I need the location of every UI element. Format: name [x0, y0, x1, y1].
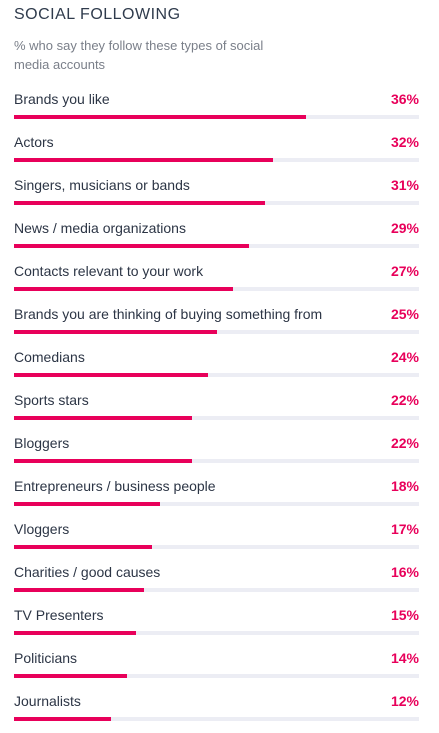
bar [14, 545, 152, 549]
bar-track [14, 545, 419, 549]
bar [14, 502, 160, 506]
bar-label: Brands you are thinking of buying someth… [14, 306, 323, 322]
bar-label: Bloggers [14, 435, 70, 451]
bar-label: Entrepreneurs / business people [14, 478, 216, 494]
bar [14, 115, 306, 119]
bar-row: Brands you are thinking of buying someth… [14, 306, 419, 346]
bar-label: Sports stars [14, 392, 89, 408]
bar-row: Bloggers 22% [14, 435, 419, 475]
bar-track [14, 158, 419, 162]
bar-row: Actors 32% [14, 134, 419, 174]
bar-value-label: 25% [390, 306, 419, 322]
bar-label: Actors [14, 134, 54, 150]
bar-label: Journalists [14, 693, 81, 709]
bar [14, 631, 136, 635]
bar-track [14, 201, 419, 205]
bar-value-label: 22% [390, 392, 419, 408]
bar-label: Contacts relevant to your work [14, 263, 204, 279]
bar-value-label: 18% [390, 478, 419, 494]
bar-row: Singers, musicians or bands 31% [14, 177, 419, 217]
bar [14, 287, 233, 291]
bar-value-label: 29% [390, 220, 419, 236]
bar-track [14, 502, 419, 506]
bar-value-label: 17% [390, 521, 419, 537]
bar-row: Journalists 12% [14, 693, 419, 733]
bar-track [14, 244, 419, 248]
bar-value-label: 14% [390, 650, 419, 666]
bar-row: TV Presenters 15% [14, 607, 419, 647]
bar-track [14, 588, 419, 592]
bar-row: Brands you like 36% [14, 91, 419, 131]
bar [14, 330, 217, 334]
bar-value-label: 12% [390, 693, 419, 709]
bar-value-label: 22% [390, 435, 419, 451]
bar-track [14, 115, 419, 119]
bar [14, 416, 193, 420]
bar [14, 373, 209, 377]
bar-row: News / media organizations 29% [14, 220, 419, 260]
bar-label: Politicians [14, 650, 78, 666]
bar [14, 674, 128, 678]
bar [14, 717, 112, 721]
bar-row: Sports stars 22% [14, 392, 419, 432]
bar-track [14, 631, 419, 635]
chart-subtitle: % who say they follow these types of soc… [14, 38, 264, 72]
bar-label: Brands you like [14, 91, 110, 107]
bar-label: Charities / good causes [14, 564, 161, 580]
bar-value-label: 16% [390, 564, 419, 580]
bar [14, 158, 274, 162]
bar-label: Comedians [14, 349, 85, 365]
bar-label: Singers, musicians or bands [14, 177, 190, 193]
bar-row: Charities / good causes 16% [14, 564, 419, 604]
bar-value-label: 36% [390, 91, 419, 107]
bar-track [14, 373, 419, 377]
bar-value-label: 31% [390, 177, 419, 193]
bar-row: Comedians 24% [14, 349, 419, 389]
bar-track [14, 416, 419, 420]
bar-row: Politicians 14% [14, 650, 419, 690]
bar-value-label: 27% [390, 263, 419, 279]
bar-value-label: 24% [390, 349, 419, 365]
bar-label: News / media organizations [14, 220, 186, 236]
bar-row: Contacts relevant to your work 27% [14, 263, 419, 303]
bar-track [14, 674, 419, 678]
bar-row: Entrepreneurs / business people 18% [14, 478, 419, 518]
bar-track [14, 287, 419, 291]
bar-value-label: 32% [390, 134, 419, 150]
chart-title: SOCIAL FOLLOWING [14, 6, 181, 23]
bar-label: Vloggers [14, 521, 70, 537]
bar [14, 244, 249, 248]
bar [14, 588, 144, 592]
bar [14, 201, 266, 205]
bar-row: Vloggers 17% [14, 521, 419, 561]
bar-track [14, 330, 419, 334]
bar-label: TV Presenters [14, 607, 104, 623]
bar-track [14, 717, 419, 721]
bar-track [14, 459, 419, 463]
bar [14, 459, 193, 463]
bar-value-label: 15% [390, 607, 419, 623]
